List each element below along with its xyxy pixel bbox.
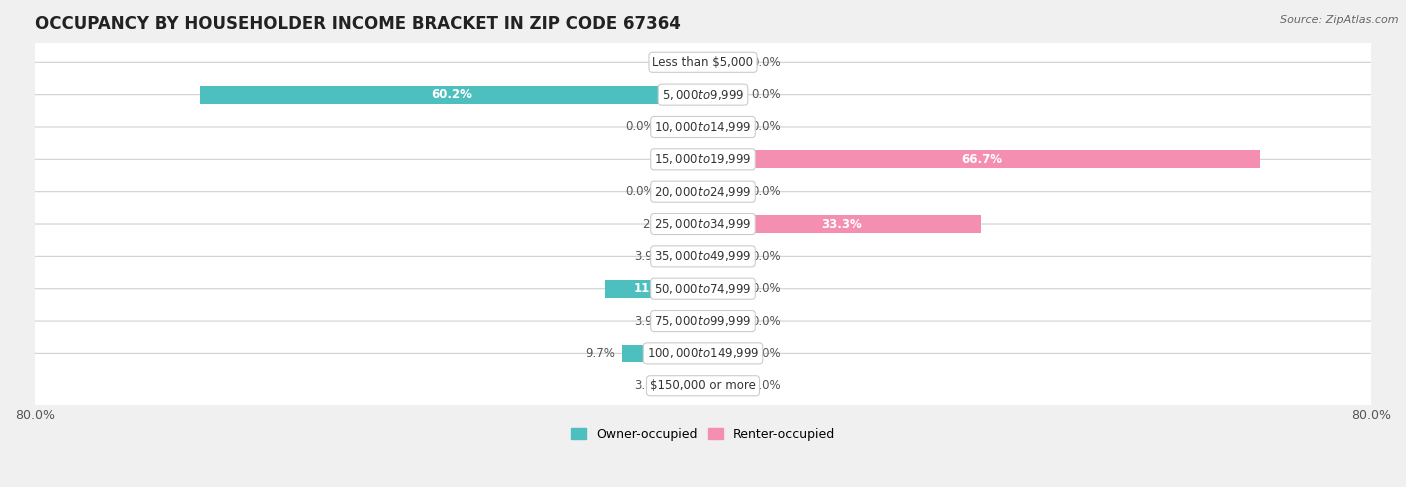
FancyBboxPatch shape [31,127,1375,192]
Text: $25,000 to $34,999: $25,000 to $34,999 [654,217,752,231]
Text: $5,000 to $9,999: $5,000 to $9,999 [662,88,744,102]
Bar [703,344,745,362]
Bar [606,280,703,298]
Text: 0.0%: 0.0% [624,185,655,198]
Bar [671,312,703,330]
Text: Less than $5,000: Less than $5,000 [652,56,754,69]
Bar [703,247,745,265]
FancyBboxPatch shape [31,30,1375,94]
Text: 0.0%: 0.0% [751,250,782,263]
Bar [661,183,703,201]
FancyBboxPatch shape [31,94,1375,159]
Text: OCCUPANCY BY HOUSEHOLDER INCOME BRACKET IN ZIP CODE 67364: OCCUPANCY BY HOUSEHOLDER INCOME BRACKET … [35,15,681,33]
Text: 3.9%: 3.9% [634,379,664,392]
Bar [703,54,745,71]
Text: 1.9%: 1.9% [651,56,681,69]
Bar [671,377,703,394]
Text: 66.7%: 66.7% [960,153,1002,166]
Text: $15,000 to $19,999: $15,000 to $19,999 [654,152,752,167]
Text: 0.0%: 0.0% [624,120,655,133]
Text: 11.7%: 11.7% [634,282,675,295]
Text: $100,000 to $149,999: $100,000 to $149,999 [647,346,759,360]
Bar [703,215,981,233]
Legend: Owner-occupied, Renter-occupied: Owner-occupied, Renter-occupied [567,423,839,446]
FancyBboxPatch shape [31,159,1375,224]
FancyBboxPatch shape [31,62,1375,127]
Text: $75,000 to $99,999: $75,000 to $99,999 [654,314,752,328]
Text: 1.9%: 1.9% [651,153,681,166]
Text: 0.0%: 0.0% [751,315,782,328]
Bar [703,377,745,394]
FancyBboxPatch shape [31,321,1375,386]
Text: $10,000 to $14,999: $10,000 to $14,999 [654,120,752,134]
Text: 80.0%: 80.0% [1351,409,1391,422]
Text: $20,000 to $24,999: $20,000 to $24,999 [654,185,752,199]
Text: 0.0%: 0.0% [751,120,782,133]
Text: 0.0%: 0.0% [751,56,782,69]
Text: Source: ZipAtlas.com: Source: ZipAtlas.com [1281,15,1399,25]
Bar [703,312,745,330]
Bar [688,54,703,71]
Text: 0.0%: 0.0% [751,282,782,295]
Text: $35,000 to $49,999: $35,000 to $49,999 [654,249,752,263]
Text: 0.0%: 0.0% [751,185,782,198]
Text: 2.9%: 2.9% [643,218,672,230]
FancyBboxPatch shape [31,354,1375,418]
Text: 0.0%: 0.0% [751,88,782,101]
Bar [703,280,745,298]
Bar [703,118,745,136]
Bar [621,344,703,362]
Text: 80.0%: 80.0% [15,409,55,422]
Text: 3.9%: 3.9% [634,315,664,328]
Text: 0.0%: 0.0% [751,379,782,392]
Bar [671,247,703,265]
Text: $150,000 or more: $150,000 or more [650,379,756,392]
FancyBboxPatch shape [31,192,1375,256]
Bar [703,150,1260,168]
Text: 0.0%: 0.0% [751,347,782,360]
Text: 3.9%: 3.9% [634,250,664,263]
FancyBboxPatch shape [31,289,1375,354]
Text: $50,000 to $74,999: $50,000 to $74,999 [654,281,752,296]
Bar [200,86,703,104]
Bar [661,118,703,136]
Text: 60.2%: 60.2% [432,88,472,101]
Bar [688,150,703,168]
Bar [679,215,703,233]
Text: 33.3%: 33.3% [821,218,862,230]
FancyBboxPatch shape [31,256,1375,321]
Text: 9.7%: 9.7% [585,347,616,360]
Bar [703,183,745,201]
Bar [703,86,745,104]
FancyBboxPatch shape [31,224,1375,289]
